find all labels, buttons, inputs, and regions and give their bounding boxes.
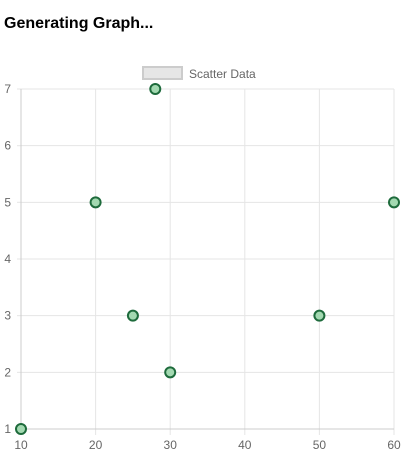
x-tick-label: 50: [313, 438, 327, 452]
x-tick-label: 30: [164, 438, 178, 452]
grid-lines: [21, 88, 395, 429]
data-points: [15, 83, 400, 435]
y-tick-label: 6: [4, 139, 11, 153]
x-tick-label: 20: [89, 438, 103, 452]
legend[interactable]: Scatter Data: [142, 66, 256, 81]
y-tick-label: 3: [4, 309, 11, 323]
y-tick-label: 2: [4, 365, 11, 379]
page-heading: Generating Graph...: [4, 15, 154, 32]
y-tick-label: 1: [4, 422, 11, 436]
tick-labels: 10 20 30 40 50 60 1 2 3 4 5 6 7: [4, 82, 401, 452]
y-tick-label: 5: [4, 195, 11, 209]
x-tick-label: 10: [14, 438, 28, 452]
data-point[interactable]: [388, 196, 400, 209]
legend-label[interactable]: Scatter Data: [189, 67, 256, 81]
y-tick-label: 4: [4, 252, 11, 266]
axes: [17, 88, 395, 435]
legend-swatch[interactable]: [142, 66, 183, 80]
y-tick-label: 7: [4, 82, 11, 96]
data-point[interactable]: [15, 423, 27, 435]
data-point[interactable]: [149, 83, 162, 95]
data-point[interactable]: [313, 309, 326, 322]
x-tick-label: 60: [387, 438, 401, 452]
data-point[interactable]: [126, 309, 139, 322]
data-point[interactable]: [164, 366, 177, 379]
data-point[interactable]: [89, 196, 102, 209]
x-tick-label: 40: [238, 438, 252, 452]
